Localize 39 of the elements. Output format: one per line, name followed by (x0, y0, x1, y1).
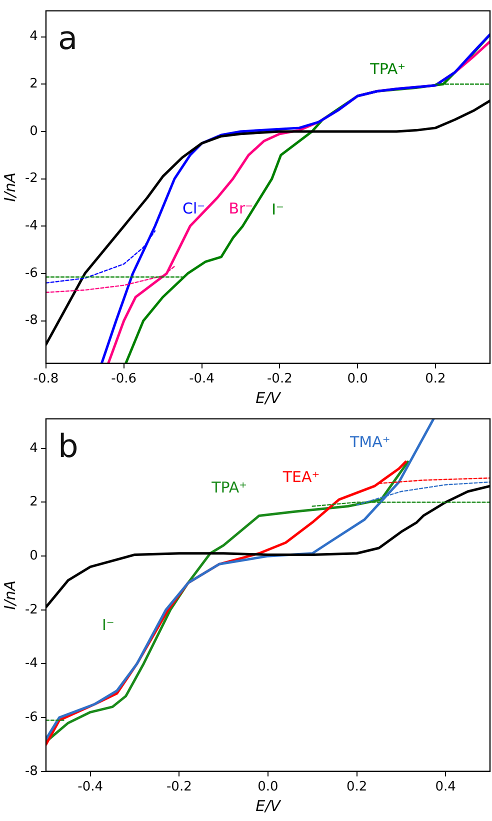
y-tick-label: 4 (30, 29, 38, 44)
y-axis-title: I/nA (0, 172, 19, 202)
y-tick-label: 0 (30, 124, 38, 139)
y-tick-label: -4 (24, 656, 38, 672)
x-tick-label: -0.4 (78, 780, 104, 795)
x-tick-label: -0.4 (189, 372, 214, 387)
x-tick-label: -0.2 (166, 780, 192, 795)
x-tick-label: -0.2 (266, 372, 292, 387)
y-tick-label: -8 (24, 313, 38, 328)
annotation: TPA⁺ (369, 60, 406, 78)
x-axis-title: E/V (256, 796, 282, 815)
series-label: Cl⁻ (182, 200, 206, 218)
x-tick-label: 0.4 (435, 780, 456, 795)
annotation: b (58, 427, 78, 466)
x-tick-label: 0.0 (258, 780, 278, 795)
y-tick-label: 2 (30, 76, 38, 92)
y-tick-label: 0 (30, 548, 38, 564)
series-label: Br⁻ (228, 200, 254, 218)
y-axis-title: I/nA (0, 580, 19, 610)
y-tick-label: -4 (24, 218, 38, 234)
annotation: a (58, 19, 78, 58)
annotation: I⁻ (102, 616, 114, 634)
y-tick-label: -6 (24, 266, 38, 281)
y-tick-label: 4 (30, 440, 38, 456)
x-tick-label: -0.8 (33, 372, 59, 387)
y-tick-label: -8 (24, 764, 38, 779)
x-tick-label: -0.6 (111, 372, 137, 387)
series-label: TPA⁺ (210, 478, 248, 497)
series-label: TMA⁺ (348, 433, 390, 452)
series-label: I⁻ (272, 200, 284, 219)
series-label: TEA⁺ (282, 468, 320, 486)
x-axis-title: E/V (256, 388, 282, 407)
y-tick-label: -2 (24, 171, 38, 186)
y-tick-label: 2 (30, 494, 38, 510)
x-tick-label: 0.2 (346, 780, 368, 795)
x-tick-label: 0.0 (347, 372, 368, 387)
y-tick-label: -6 (24, 710, 38, 725)
y-tick-label: -2 (24, 602, 38, 618)
x-tick-label: 0.2 (425, 372, 446, 387)
